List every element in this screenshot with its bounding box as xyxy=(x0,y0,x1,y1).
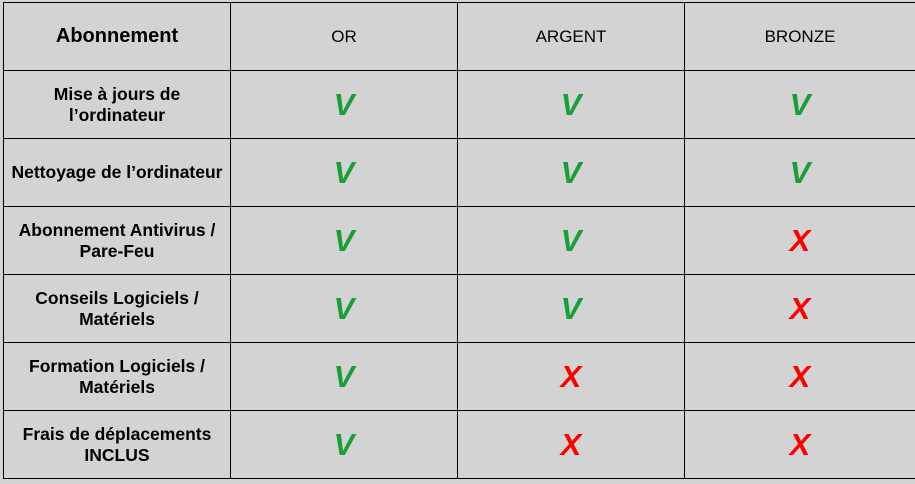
subscription-comparison-table: Abonnement OR ARGENT BRONZE Mise à jours… xyxy=(3,2,915,479)
availability-mark: V xyxy=(231,139,458,207)
plan-header-or: OR xyxy=(231,3,458,71)
feature-label: Formation Logiciels / Matériels xyxy=(4,343,231,411)
feature-label: Abonnement Antivirus / Pare-Feu xyxy=(4,207,231,275)
feature-label: Frais de déplacements INCLUS xyxy=(4,411,231,479)
availability-mark: V xyxy=(231,411,458,479)
plan-header-bronze: BRONZE xyxy=(685,3,915,71)
availability-mark: X xyxy=(458,343,685,411)
feature-label: Nettoyage de l’ordinateur xyxy=(4,139,231,207)
availability-mark: X xyxy=(685,343,915,411)
feature-label: Conseils Logiciels / Matériels xyxy=(4,275,231,343)
availability-mark: V xyxy=(458,71,685,139)
availability-mark: V xyxy=(685,139,915,207)
availability-mark: V xyxy=(231,207,458,275)
availability-mark: X xyxy=(685,411,915,479)
availability-mark: V xyxy=(458,207,685,275)
availability-mark: X xyxy=(458,411,685,479)
availability-mark: V xyxy=(231,343,458,411)
availability-mark: X xyxy=(685,207,915,275)
availability-mark: X xyxy=(685,275,915,343)
feature-label: Mise à jours de l’ordinateur xyxy=(4,71,231,139)
availability-mark: V xyxy=(231,71,458,139)
availability-mark: V xyxy=(458,275,685,343)
availability-mark: V xyxy=(458,139,685,207)
availability-mark: V xyxy=(231,275,458,343)
plan-header-argent: ARGENT xyxy=(458,3,685,71)
availability-mark: V xyxy=(685,71,915,139)
header-corner-label: Abonnement xyxy=(4,3,231,71)
